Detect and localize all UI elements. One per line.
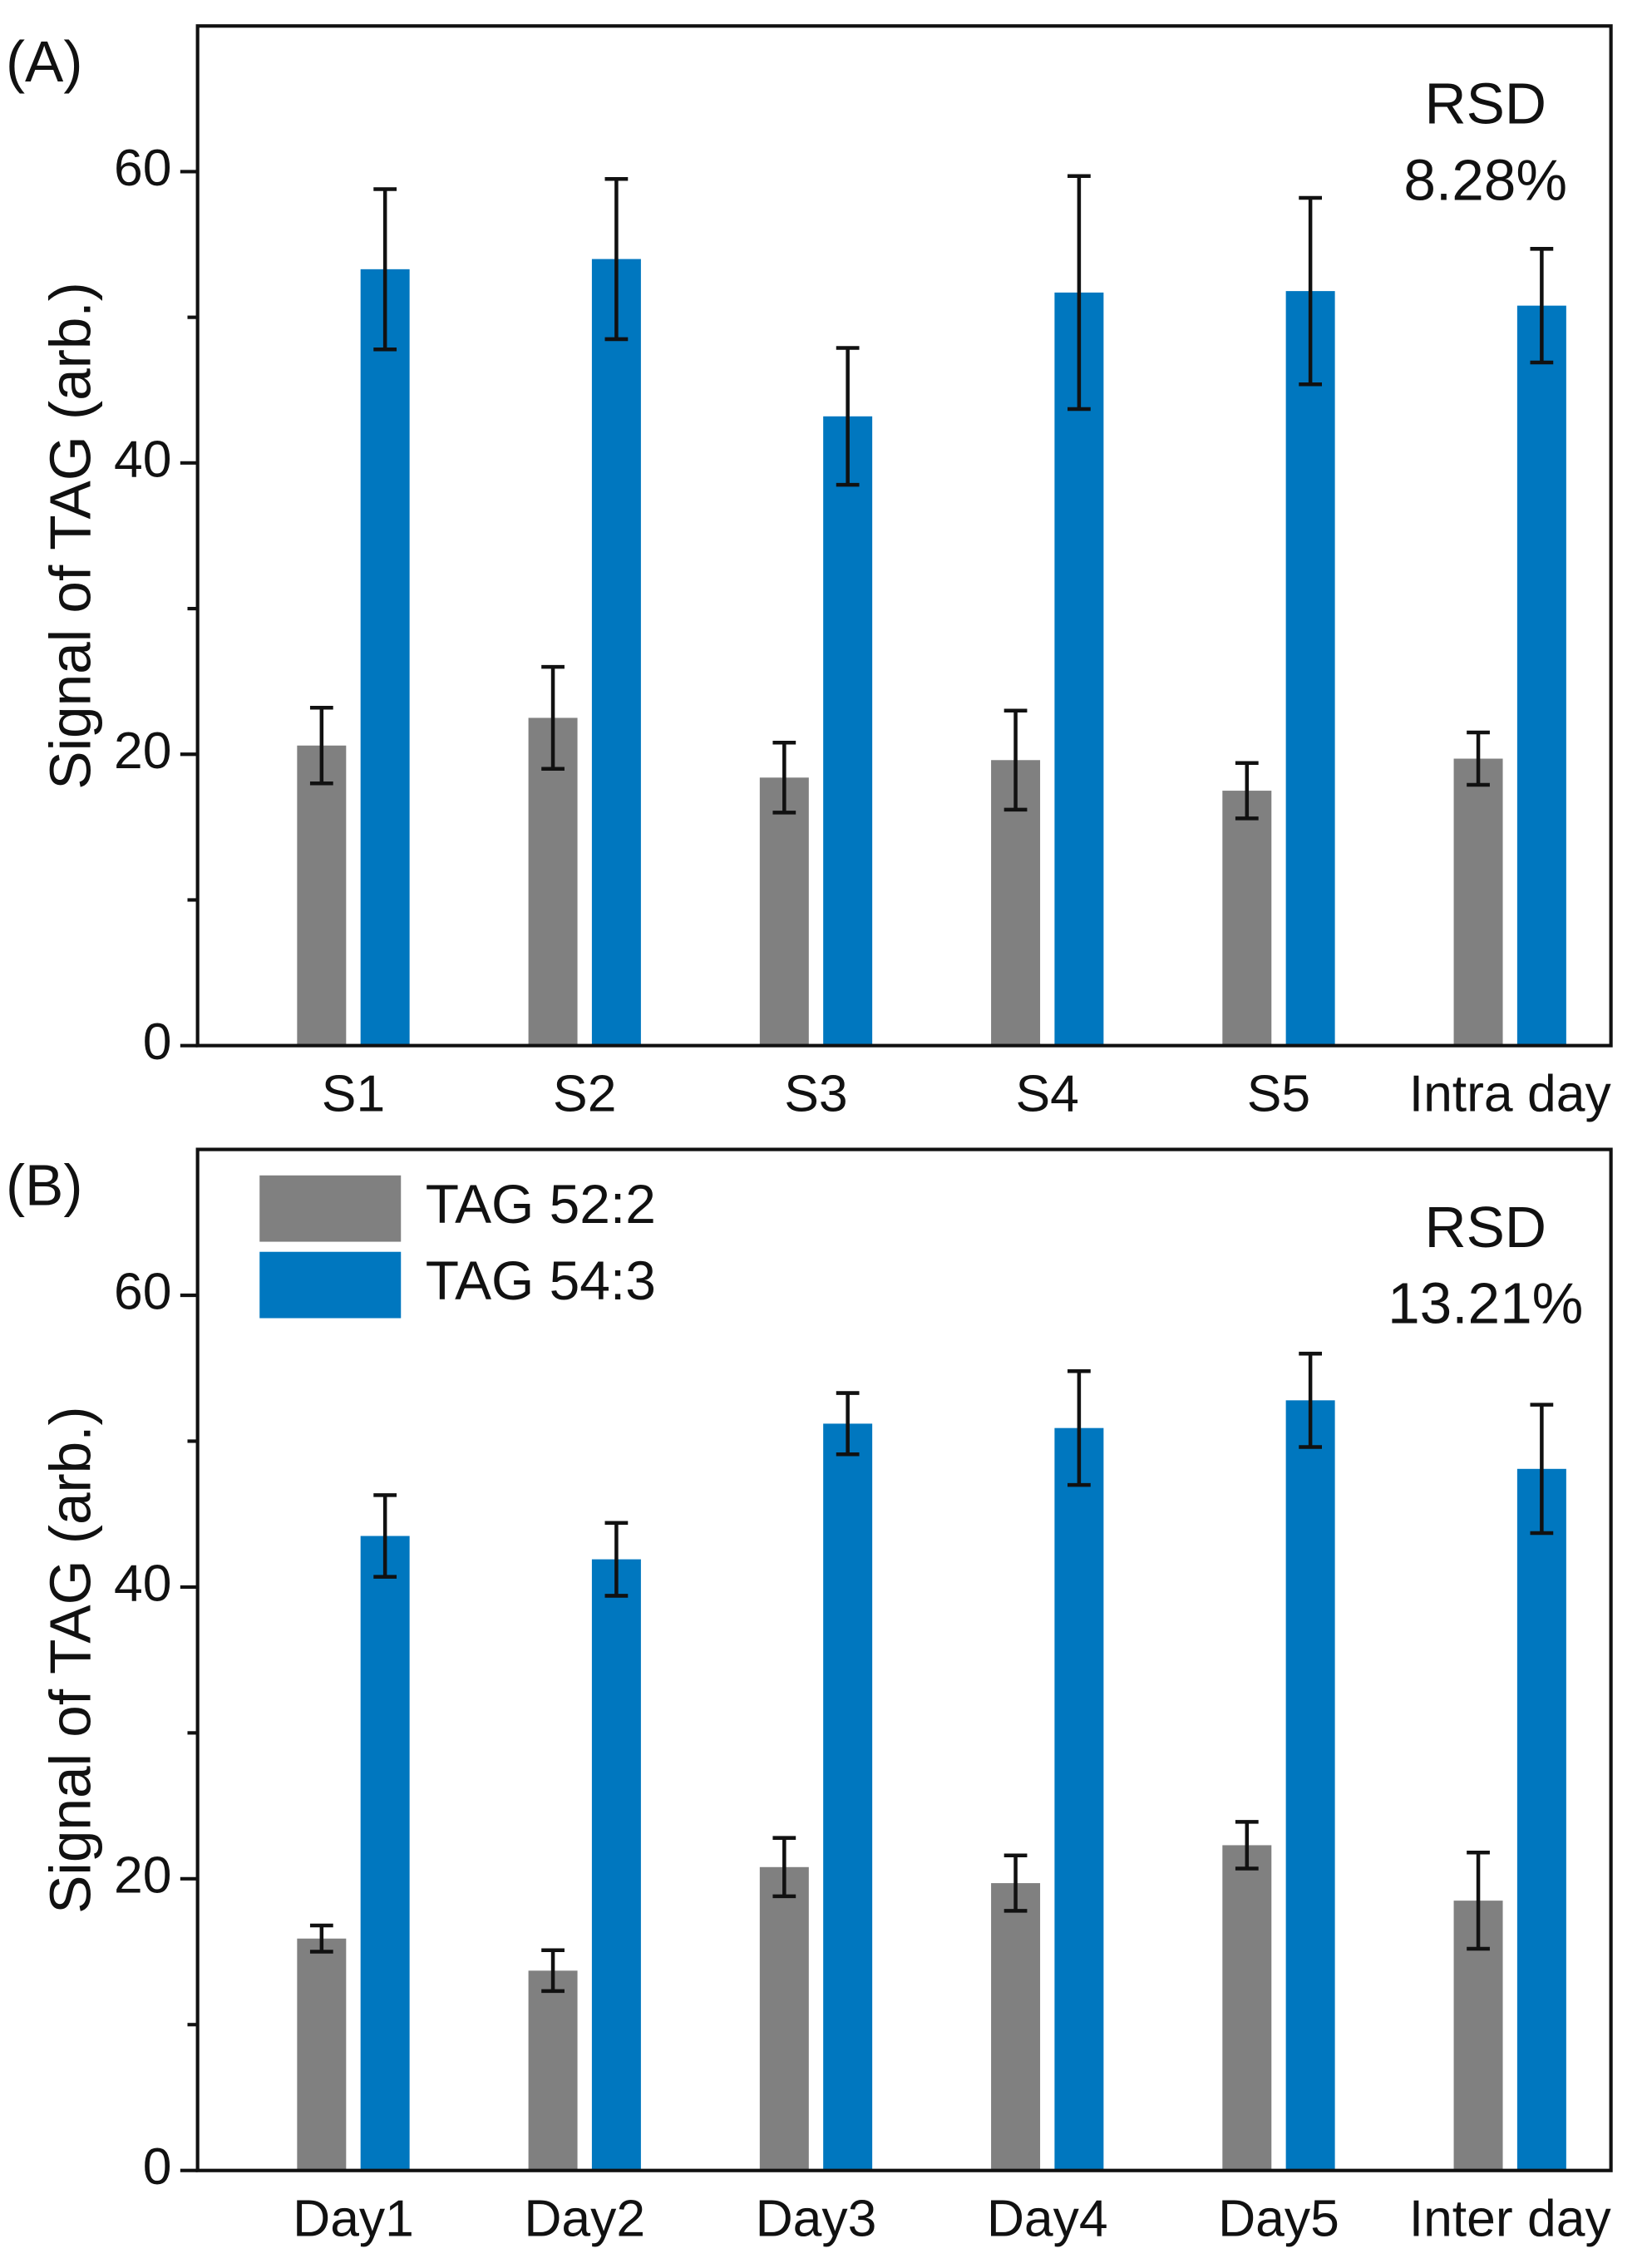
error-bar bbox=[1068, 174, 1091, 412]
error-bar bbox=[1068, 1368, 1091, 1487]
error-bar bbox=[309, 705, 333, 786]
x-tick-label: S1 bbox=[322, 1065, 385, 1123]
bar bbox=[528, 1970, 578, 2171]
error-bar bbox=[541, 1948, 565, 1994]
bar bbox=[823, 1423, 873, 2171]
bar bbox=[1516, 305, 1566, 1046]
error-bar bbox=[541, 664, 565, 772]
bar bbox=[1054, 1427, 1104, 2171]
x-tick-label: S4 bbox=[1016, 1065, 1079, 1123]
y-tick-label: 40 bbox=[114, 430, 171, 488]
y-axis-label: Signal of TAG (arb.) bbox=[38, 282, 103, 790]
error-bar bbox=[1003, 1853, 1028, 1913]
bar bbox=[823, 416, 873, 1046]
error-bar bbox=[1003, 708, 1028, 812]
x-tick-label: S5 bbox=[1247, 1065, 1310, 1123]
x-tick-label: Day1 bbox=[293, 2190, 414, 2248]
y-tick-label: 60 bbox=[114, 1263, 171, 1321]
error-bar bbox=[1530, 247, 1554, 365]
x-tick-label: Intra day bbox=[1409, 1065, 1612, 1123]
bar bbox=[591, 259, 641, 1046]
y-tick-label: 40 bbox=[114, 1554, 171, 1612]
panel: (B) Signal of TAG (arb.) 0 20 40 60 Day1 Day2 Da… bbox=[6, 1147, 1613, 2248]
error-bar bbox=[373, 187, 397, 352]
bar bbox=[528, 717, 578, 1046]
error-bar bbox=[1299, 195, 1323, 387]
x-tick-label: Day4 bbox=[987, 2190, 1108, 2248]
bar bbox=[1222, 791, 1272, 1046]
error-bar bbox=[1299, 1351, 1323, 1449]
bar bbox=[1453, 758, 1503, 1046]
error-bar bbox=[1467, 730, 1490, 787]
y-tick-label: 0 bbox=[143, 1013, 172, 1071]
legend-swatch bbox=[259, 1251, 402, 1319]
x-tick-label: Day2 bbox=[524, 2190, 645, 2248]
bar bbox=[1054, 292, 1104, 1046]
error-bar bbox=[772, 1836, 796, 1899]
bar bbox=[297, 745, 347, 1046]
error-bar bbox=[604, 176, 629, 342]
panel: (A) Signal of TAG (arb.) 0 20 40 60 S1 S2 S3 S4 S5… bbox=[6, 24, 1613, 1123]
bar bbox=[297, 1938, 347, 2171]
bar bbox=[1222, 1845, 1272, 2171]
error-bar bbox=[1235, 1820, 1259, 1871]
error-bar bbox=[772, 740, 796, 815]
panel-label: (A) bbox=[6, 29, 82, 94]
x-tick-label: S3 bbox=[784, 1065, 847, 1123]
plot-frame bbox=[195, 1147, 1613, 2172]
y-tick-label: 20 bbox=[114, 1846, 171, 1904]
bar bbox=[591, 1559, 641, 2171]
y-tick-label: 60 bbox=[114, 139, 171, 197]
legend-label: TAG 52:2 bbox=[426, 1173, 656, 1235]
legend-swatch bbox=[259, 1175, 402, 1242]
bar bbox=[759, 1866, 809, 2171]
panel-label: (B) bbox=[6, 1152, 82, 1217]
x-tick-label: S2 bbox=[553, 1065, 616, 1123]
error-bar bbox=[373, 1493, 397, 1579]
error-bar bbox=[836, 1391, 860, 1457]
annotation: 13.21% bbox=[1388, 1271, 1583, 1336]
bar bbox=[1285, 291, 1335, 1046]
error-bar bbox=[1530, 1403, 1554, 1536]
error-bar bbox=[1235, 761, 1259, 821]
x-tick-label: Day5 bbox=[1218, 2190, 1339, 2248]
annotation: RSD bbox=[1424, 71, 1546, 136]
error-bar bbox=[1467, 1850, 1490, 1951]
legend-label: TAG 54:3 bbox=[426, 1250, 656, 1311]
bar bbox=[360, 1536, 410, 2171]
annotation: 8.28% bbox=[1403, 147, 1567, 212]
y-tick-label: 0 bbox=[143, 2137, 172, 2196]
y-tick-label: 20 bbox=[114, 722, 171, 780]
y-axis-label: Signal of TAG (arb.) bbox=[38, 1406, 103, 1914]
x-tick-label: Day3 bbox=[756, 2190, 877, 2248]
error-bar bbox=[604, 1521, 629, 1598]
x-tick-label: Inter day bbox=[1409, 2190, 1612, 2248]
bar bbox=[991, 1883, 1041, 2171]
error-bar bbox=[309, 1923, 333, 1954]
bar bbox=[759, 777, 809, 1046]
bar bbox=[1516, 1468, 1566, 2171]
bar bbox=[1285, 1400, 1335, 2171]
annotation: RSD bbox=[1424, 1195, 1546, 1260]
plot-frame bbox=[195, 24, 1613, 1048]
bar bbox=[360, 269, 410, 1046]
error-bar bbox=[836, 346, 860, 487]
